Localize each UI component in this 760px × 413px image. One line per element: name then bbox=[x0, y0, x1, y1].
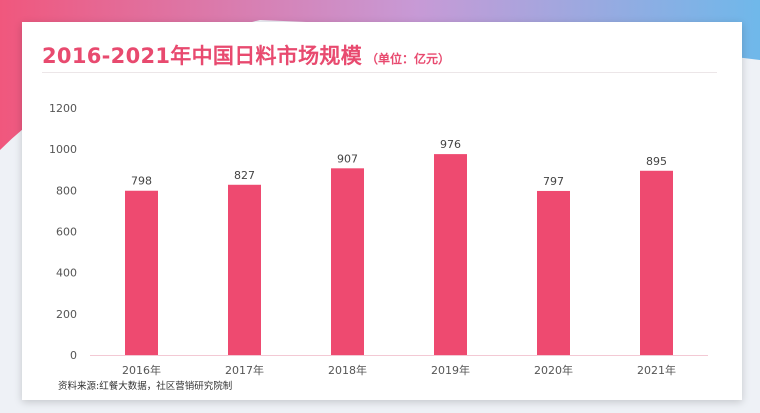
x-tick-label: 2021年 bbox=[637, 363, 676, 377]
y-tick-label: 200 bbox=[56, 308, 77, 321]
y-tick-label: 1000 bbox=[49, 143, 77, 156]
chart-title: 2016-2021年中国日料市场规模 （单位：亿元） bbox=[42, 40, 450, 70]
data-label: 797 bbox=[543, 175, 564, 188]
bar bbox=[537, 190, 570, 355]
x-tick-label: 2017年 bbox=[225, 363, 264, 377]
source-note: 资料来源:红餐大数据，社区营销研究院制 bbox=[58, 381, 233, 392]
y-tick-label: 400 bbox=[56, 267, 77, 280]
data-label: 907 bbox=[337, 152, 358, 165]
title-unit: （单位：亿元） bbox=[366, 52, 451, 66]
y-tick-label: 0 bbox=[70, 349, 77, 362]
title-text: 2016-2021年中国日料市场规模 bbox=[42, 44, 363, 68]
x-tick-label: 2019年 bbox=[431, 363, 470, 377]
bar bbox=[228, 184, 261, 355]
y-tick-label: 600 bbox=[56, 226, 77, 239]
bar bbox=[125, 190, 158, 355]
title-divider bbox=[42, 72, 717, 73]
x-tick-label: 2016年 bbox=[122, 363, 161, 377]
bar-chart: 0 200 400 600 800 1000 1200 798 2016年 827 2017年 907… bbox=[49, 102, 708, 377]
data-label: 895 bbox=[646, 155, 667, 168]
x-tick-label: 2020年 bbox=[534, 363, 573, 377]
data-label: 976 bbox=[440, 138, 461, 151]
chart-card: 2016-2021年中国日料市场规模 （单位：亿元） 0 200 400 600 800 1… bbox=[22, 22, 742, 400]
bar bbox=[331, 168, 364, 355]
bar bbox=[640, 170, 673, 355]
data-label: 827 bbox=[234, 169, 255, 182]
x-tick-label: 2018年 bbox=[328, 363, 367, 377]
bar bbox=[434, 154, 467, 355]
y-tick-label: 800 bbox=[56, 184, 77, 197]
data-label: 798 bbox=[131, 175, 152, 188]
y-tick-label: 1200 bbox=[49, 102, 77, 115]
